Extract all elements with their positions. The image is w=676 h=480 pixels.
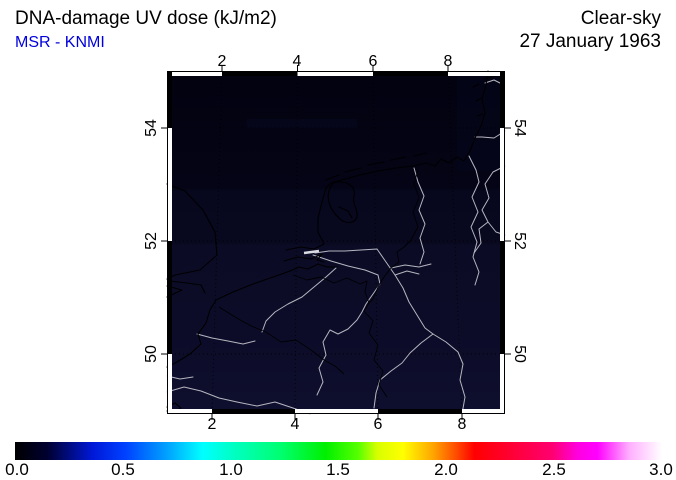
colorbar-label-2.5: 2.5 bbox=[542, 460, 566, 479]
tick-marks bbox=[161, 65, 511, 420]
border-lux-de bbox=[363, 310, 388, 398]
uv-field-cell-shade-1 bbox=[457, 71, 505, 171]
coast-german-bight bbox=[412, 137, 476, 167]
delta-highlight bbox=[303, 249, 320, 255]
condition-label: Clear-sky bbox=[580, 8, 661, 29]
ticks-top bbox=[221, 65, 449, 71]
lat-label-right-54: 54 bbox=[511, 119, 528, 137]
coast-wadden-islands bbox=[325, 152, 427, 181]
border-be-nl bbox=[292, 274, 370, 312]
coast-holland bbox=[317, 187, 327, 245]
map-source: MSR - KNMI bbox=[15, 34, 105, 51]
coast-belgium bbox=[215, 270, 291, 301]
river-network-ruhr bbox=[390, 263, 432, 276]
lon-label-top-6: 6 bbox=[368, 53, 378, 70]
border-de-dk bbox=[482, 75, 498, 80]
borders-layer bbox=[218, 75, 498, 398]
page-title: DNA-damage UV dose (kJ/m2) bbox=[15, 8, 277, 29]
ticks-left bbox=[161, 127, 167, 355]
lat-label-left-50: 50 bbox=[143, 345, 160, 363]
ticks-bottom bbox=[211, 414, 463, 420]
colorbar-label-1.5: 1.5 bbox=[326, 460, 350, 479]
colorbar-label-1.0: 1.0 bbox=[219, 460, 243, 479]
colorbar-label-0.0: 0.0 bbox=[5, 460, 29, 479]
colorbar-gradient bbox=[15, 442, 662, 460]
frame-segments-white bbox=[168, 72, 504, 413]
river-moselle bbox=[373, 333, 434, 409]
lon-label-bottom-2: 2 bbox=[207, 416, 217, 433]
lat-label-right-50: 50 bbox=[511, 345, 528, 363]
river-somme bbox=[196, 333, 256, 345]
lon-label-bottom-8: 8 bbox=[457, 416, 467, 433]
river-rhine bbox=[314, 248, 466, 415]
colorbar-label-2.0: 2.0 bbox=[434, 460, 458, 479]
colorbar-label-0.5: 0.5 bbox=[111, 460, 135, 479]
river-ems bbox=[413, 167, 426, 265]
map-panel bbox=[157, 61, 515, 424]
river-network-east bbox=[473, 165, 506, 254]
coast-zeeland-delta bbox=[283, 243, 338, 272]
lon-label-top-4: 4 bbox=[292, 53, 302, 70]
graticule-layer bbox=[167, 70, 505, 415]
colorbar-label-3.0: 3.0 bbox=[649, 460, 673, 479]
river-meuse bbox=[312, 254, 381, 396]
frame-segments-black bbox=[168, 72, 504, 413]
graticule-parallels bbox=[167, 127, 505, 355]
lon-label-bottom-4: 4 bbox=[290, 416, 300, 433]
lon-label-top-8: 8 bbox=[443, 53, 453, 70]
ticks-right bbox=[505, 127, 511, 355]
coast-afsluitdijk-friesland bbox=[325, 165, 414, 189]
frame-segments bbox=[168, 72, 504, 413]
lat-label-left-54: 54 bbox=[143, 119, 160, 137]
border-be-fr bbox=[218, 306, 345, 375]
river-elbe bbox=[474, 79, 506, 139]
uv-field-cell-shade-2 bbox=[247, 119, 357, 128]
date-label: 27 January 1963 bbox=[519, 31, 661, 52]
river-weser bbox=[468, 155, 480, 286]
coast-ijsselmeer bbox=[327, 181, 358, 224]
lon-label-top-2: 2 bbox=[217, 53, 227, 70]
lon-label-bottom-6: 6 bbox=[373, 416, 383, 433]
lat-label-right-52: 52 bbox=[511, 232, 528, 250]
border-nl-de bbox=[368, 169, 420, 304]
river-seine bbox=[166, 386, 311, 415]
coast-denmark bbox=[472, 70, 489, 139]
map-canvas bbox=[161, 65, 511, 420]
map-frame-border bbox=[167, 71, 505, 414]
coast-east-anglia bbox=[166, 183, 218, 280]
lat-label-left-52: 52 bbox=[143, 232, 160, 250]
